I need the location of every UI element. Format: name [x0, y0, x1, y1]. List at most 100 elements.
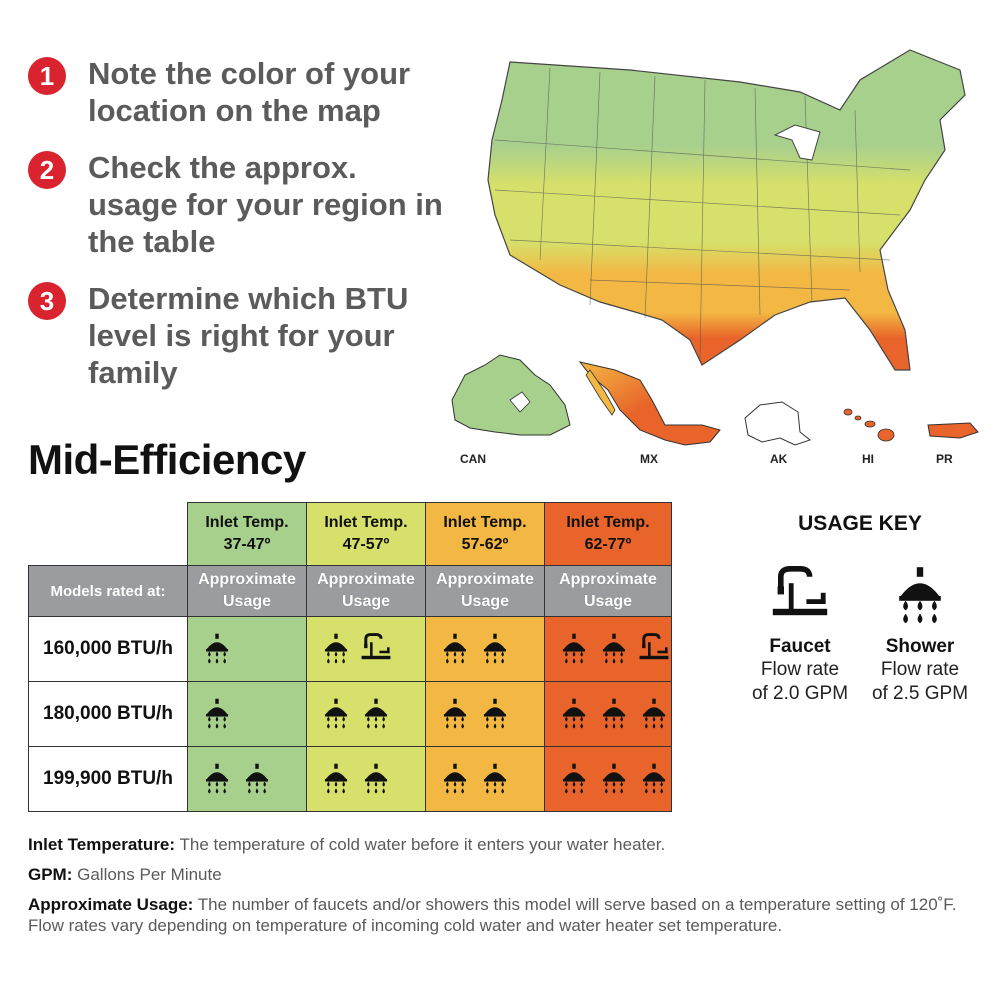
puerto-rico-shape [927, 422, 979, 439]
temp-header-line2: 47-57º [342, 536, 390, 553]
usage-cell [187, 616, 307, 682]
faucet-icon [637, 632, 671, 666]
step-text: Check the approx. usage for your region … [88, 150, 443, 259]
key-item-desc-line1: Flow rate [760, 659, 840, 680]
definition-text: Gallons Per Minute [72, 865, 222, 884]
shower-icon [319, 632, 353, 666]
temp-header: Inlet Temp. 62-77º [544, 502, 672, 566]
shower-icon [597, 697, 631, 731]
usage-header-row: Models rated at: Approximate Usage Appro… [28, 565, 672, 617]
step-2: 2 Check the approx. usage for your regio… [28, 149, 448, 260]
temp-header-line2: 62-77º [584, 536, 632, 553]
hawaii-shape [843, 408, 895, 442]
shower-icon [557, 697, 591, 731]
temp-header-line1: Inlet Temp. [566, 514, 650, 531]
step-3: 3 Determine which BTU level is right for… [28, 280, 448, 391]
definition-text: The temperature of cold water before it … [175, 835, 666, 854]
page-title: Mid-Efficiency [28, 436, 306, 483]
table-row: 160,000 BTU/h [28, 616, 672, 682]
temp-header-line2: 57-62º [461, 536, 509, 553]
usage-key-title: USAGE KEY [798, 512, 922, 535]
climate-zone-map: CAN MX AK HI PR [451, 49, 979, 466]
temp-header-line1: Inlet Temp. [324, 514, 408, 531]
shower-icon [597, 762, 631, 796]
usage-table: Inlet Temp. 37-47º Inlet Temp. 47-57º In… [28, 502, 672, 812]
map-label-can: CAN [460, 452, 486, 466]
definition-term: GPM: [28, 865, 73, 884]
key-item-name: Faucet [769, 636, 831, 657]
shower-icon [438, 632, 472, 666]
map-label-hi: HI [862, 452, 874, 466]
great-lakes [773, 124, 821, 161]
shower-icon [319, 697, 353, 731]
usage-header-line1: Approximate [317, 571, 415, 588]
shower-icon [557, 762, 591, 796]
step-text: Determine which BTU level is right for y… [88, 281, 409, 390]
usage-header-line1: Approximate [436, 571, 534, 588]
step-number-badge: 3 [28, 282, 66, 320]
definition-term: Approximate Usage: [28, 895, 194, 914]
step-number-badge: 2 [28, 151, 66, 189]
definition-inlet-temperature: Inlet Temperature: The temperature of co… [28, 834, 958, 855]
map-label-ak: AK [770, 452, 788, 466]
usage-cell [544, 746, 672, 812]
usage-cell [187, 681, 307, 747]
step-text: Note the color of your location on the m… [88, 56, 411, 128]
usage-cell [187, 746, 307, 812]
shower-icon [240, 762, 274, 796]
temp-header-line1: Inlet Temp. [205, 514, 289, 531]
map-label-pr: PR [936, 452, 953, 466]
shower-icon [438, 762, 472, 796]
btu-rating-label: 199,900 BTU/h [28, 746, 188, 812]
usage-cell [425, 681, 545, 747]
definition-text: The number of faucets and/or showers thi… [28, 895, 957, 935]
usage-header-line2: Usage [460, 593, 510, 610]
usage-cell [544, 616, 672, 682]
key-item-desc-line2: of 2.5 GPM [871, 683, 969, 704]
usage-cell [425, 616, 545, 682]
usage-header-line1: Approximate [559, 571, 657, 588]
key-item-faucet: Faucet Flow rate of 2.0 GPM [740, 564, 860, 706]
faucet-icon [740, 564, 860, 628]
key-item-shower: Shower Flow rate of 2.5 GPM [860, 564, 980, 706]
instruction-steps: 1 Note the color of your location on the… [28, 55, 448, 411]
shower-icon [557, 632, 591, 666]
usage-header: Approximate Usage [306, 565, 426, 617]
shower-icon [359, 697, 393, 731]
shower-icon [637, 697, 671, 731]
usage-header: Approximate Usage [187, 565, 307, 617]
temp-header-line2: 37-47º [223, 536, 271, 553]
definition-gpm: GPM: Gallons Per Minute [28, 864, 958, 885]
usage-cell [425, 746, 545, 812]
table-row: 180,000 BTU/h [28, 681, 672, 747]
table-row: 199,900 BTU/h [28, 746, 672, 812]
usage-header-line1: Approximate [198, 571, 296, 588]
usage-header: Approximate Usage [425, 565, 545, 617]
alaska-shape [744, 401, 812, 446]
usage-cell [306, 616, 426, 682]
faucet-icon [359, 632, 393, 666]
key-item-desc-line1: Flow rate [880, 659, 960, 680]
btu-rating-label: 160,000 BTU/h [28, 616, 188, 682]
usage-key: USAGE KEY Faucet Flow rate of 2.0 GPM Sh… [740, 512, 980, 706]
shower-icon [200, 762, 234, 796]
usage-cell [306, 681, 426, 747]
usage-header: Approximate Usage [544, 565, 672, 617]
shower-icon [200, 697, 234, 731]
temp-header: Inlet Temp. 37-47º [187, 502, 307, 566]
shower-icon [478, 697, 512, 731]
temp-header-row: Inlet Temp. 37-47º Inlet Temp. 47-57º In… [28, 502, 672, 566]
step-1: 1 Note the color of your location on the… [28, 55, 448, 129]
blank-corner [28, 502, 188, 566]
usage-header-line2: Usage [583, 593, 633, 610]
shower-icon [319, 762, 353, 796]
shower-icon [438, 697, 472, 731]
temp-header: Inlet Temp. 57-62º [425, 502, 545, 566]
shower-icon [860, 564, 980, 628]
shower-icon [359, 762, 393, 796]
usa-shape [487, 49, 966, 371]
shower-icon [478, 762, 512, 796]
mexico-shape [578, 361, 721, 446]
models-rated-label: Models rated at: [28, 565, 188, 617]
usage-cell [544, 681, 672, 747]
